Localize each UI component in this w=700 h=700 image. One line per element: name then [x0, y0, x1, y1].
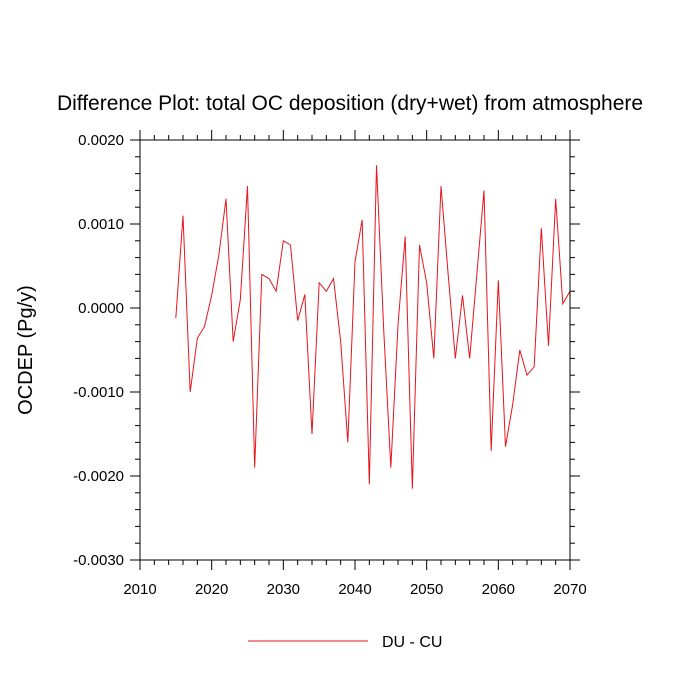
x-tick-labels: 2010 2020 2030 2040 2050 2060 2070	[123, 581, 586, 598]
x-tick-label: 2050	[410, 581, 443, 598]
y-tick-label: 0.0000	[78, 300, 124, 317]
y-tick-label: 0.0010	[78, 216, 124, 233]
x-tick-label: 2020	[195, 581, 228, 598]
y-tick-label: -0.0030	[73, 552, 124, 569]
legend-label-du-cu: DU - CU	[382, 634, 442, 651]
plot-frame	[139, 139, 571, 561]
x-tick-label: 2040	[338, 581, 371, 598]
major-ticks	[130, 130, 580, 570]
chart-title: Difference Plot: total OC deposition (dr…	[57, 92, 643, 115]
x-tick-label: 2070	[553, 581, 586, 598]
y-tick-label: 0.0020	[78, 132, 124, 149]
legend: DU - CU	[248, 634, 442, 651]
series-line-du-cu	[175, 165, 571, 489]
x-tick-label: 2030	[267, 581, 300, 598]
series-layer	[175, 165, 571, 489]
minor-ticks	[135, 135, 575, 565]
y-tick-label: -0.0020	[73, 468, 124, 485]
y-tick-labels: 0.0020 0.0010 0.0000 -0.0010 -0.0020 -0.0030	[73, 132, 124, 569]
x-tick-label: 2060	[482, 581, 515, 598]
y-axis-label: OCDEP (Pg/y)	[15, 285, 37, 415]
y-tick-label: -0.0010	[73, 384, 124, 401]
x-tick-label: 2010	[123, 581, 156, 598]
